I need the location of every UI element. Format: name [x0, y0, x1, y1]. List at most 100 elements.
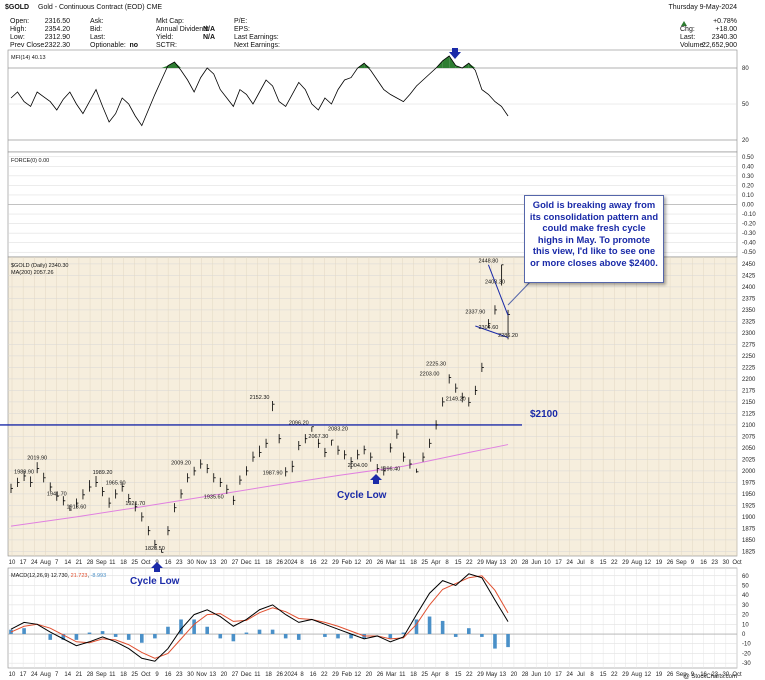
- macd-y-tick: -10: [742, 642, 751, 648]
- symbol-subtitle: Gold - Continuous Contract (EOD) CME: [38, 4, 162, 11]
- x-tick-label: 11: [399, 560, 406, 566]
- x-tick-label: 15: [600, 560, 607, 566]
- x-tick-label-bottom: 20: [221, 672, 228, 678]
- price-y-tick: 1825: [742, 549, 756, 555]
- quote-value-open: 2316.50: [45, 18, 70, 25]
- last-label: Last:: [680, 34, 695, 41]
- price-y-tick: 2350: [742, 308, 756, 314]
- macd-histogram-bar: [283, 634, 288, 639]
- x-tick-label: 29: [477, 560, 484, 566]
- x-tick-label: 20: [366, 560, 373, 566]
- x-tick-label: 29: [332, 560, 339, 566]
- mfi-series: [8, 55, 737, 141]
- force-y-tick: -0.10: [742, 212, 756, 218]
- x-tick-label-bottom: 26: [377, 672, 384, 678]
- x-tick-label-bottom: 14: [64, 672, 71, 678]
- price-y-tick: 2100: [742, 423, 756, 429]
- x-tick-label: Aug: [40, 560, 51, 566]
- quote-label-bid: Bid:: [90, 26, 102, 33]
- price-y-tick: 1975: [742, 480, 756, 486]
- x-tick-label: 26: [667, 560, 674, 566]
- cycle-low-label-1: Cycle Low: [337, 490, 387, 501]
- x-tick-label-bottom: Jul: [577, 672, 585, 678]
- x-tick-label: 8: [590, 560, 594, 566]
- macd-y-tick: -30: [742, 661, 751, 667]
- x-tick-label: 8: [445, 560, 449, 566]
- price-point-label: 1921.70: [125, 501, 145, 507]
- macd-label: MACD(12,26,9) 12.730, 21.723, -8.993: [11, 573, 106, 579]
- macd-signal-line: [10, 575, 509, 659]
- x-tick-label: 7: [55, 560, 59, 566]
- x-tick-label: 26: [276, 560, 283, 566]
- x-tick-label-bottom: 20: [366, 672, 373, 678]
- x-tick-label: 16: [700, 560, 707, 566]
- consolidation-upper-line: [487, 264, 509, 316]
- quote-value-prev-close: 2322.30: [45, 42, 70, 49]
- x-tick-label-bottom: Nov: [196, 672, 207, 678]
- x-tick-label-bottom: 29: [332, 672, 339, 678]
- cycle-low-label-2: Cycle Low: [130, 576, 180, 587]
- price-point-label: 1996.40: [380, 467, 400, 473]
- x-tick-label: 28: [87, 560, 94, 566]
- x-tick-label-bottom: 20: [511, 672, 518, 678]
- price-point-label: 2225.30: [426, 361, 446, 367]
- price-point-label: 1941.70: [47, 492, 67, 498]
- x-tick-label-bottom: 17: [555, 672, 562, 678]
- price-point-label: 2149.20: [446, 396, 466, 402]
- x-tick-label-bottom: 12: [354, 672, 361, 678]
- price-y-tick: 2450: [742, 262, 756, 268]
- x-tick-label: 15: [455, 560, 462, 566]
- macd-histogram-bar: [153, 634, 157, 639]
- macd-y-tick: -20: [742, 651, 751, 657]
- price-point-label: 2096.20: [289, 421, 309, 427]
- price-y-tick: 2200: [742, 377, 756, 383]
- macd-histogram-bar: [257, 629, 262, 635]
- price-y-tick: 2250: [742, 354, 756, 360]
- x-tick-label-bottom: 23: [176, 672, 183, 678]
- macd-histogram-bar: [87, 632, 92, 635]
- macd-signal-value: 21.723: [71, 573, 88, 579]
- x-tick-label: 13: [209, 560, 216, 566]
- x-tick-label: Jul: [577, 560, 585, 566]
- fund-label-dividend: Annual Dividend:: [156, 26, 209, 33]
- x-tick-label: 26: [377, 560, 384, 566]
- earn-label-next: Next Earnings:: [234, 42, 280, 49]
- mfi-label: MFI(14) 40.13: [11, 55, 46, 61]
- x-tick-label: Nov: [196, 560, 207, 566]
- macd-histogram-bar: [467, 628, 471, 635]
- x-tick-label-bottom: 26: [667, 672, 674, 678]
- x-tick-label-bottom: 15: [455, 672, 462, 678]
- macd-histogram-bar: [414, 619, 419, 635]
- price-point-label: 1989.90: [14, 470, 34, 476]
- force-y-tick: 0.10: [742, 193, 754, 199]
- x-tick-label: Oct: [141, 560, 151, 566]
- x-tick-label: 20: [221, 560, 228, 566]
- price-y-tick: 1875: [742, 526, 756, 532]
- x-tick-label-bottom: 27: [232, 672, 239, 678]
- x-tick-label-bottom: Apr: [431, 672, 440, 678]
- x-tick-label-bottom: 10: [9, 672, 16, 678]
- x-tick-label: 2024: [284, 560, 298, 566]
- price-point-label: 2337.90: [465, 309, 485, 315]
- x-tick-label-bottom: Sep: [96, 672, 107, 678]
- y-axis-ticks: 2050800.500.400.300.200.100.00-0.10-0.20…: [742, 66, 756, 667]
- symbol-title: $GOLD: [5, 4, 29, 11]
- macd-line: [10, 573, 509, 662]
- annotations: $2100 Cycle Low Cycle Low: [130, 48, 558, 587]
- x-tick-label-bottom: 22: [611, 672, 618, 678]
- chart-header: $GOLD Gold - Continuous Contract (EOD) C…: [5, 4, 737, 680]
- x-tick-label: 11: [109, 560, 116, 566]
- price-y-tick: 2275: [742, 342, 756, 348]
- x-tick-label-bottom: Dec: [241, 672, 252, 678]
- x-tick-label-bottom: 30: [187, 672, 194, 678]
- x-tick-label: 23: [176, 560, 183, 566]
- x-axis-ticks: 101017172424AugAug77141421212828SepSep11…: [9, 560, 742, 678]
- mfi-y-tick: 20: [742, 138, 749, 144]
- quote-label-ask: Ask:: [90, 18, 104, 25]
- macd-y-tick: 20: [742, 613, 749, 619]
- optionable-value: no: [129, 42, 138, 49]
- x-tick-label-bottom: 25: [421, 672, 428, 678]
- x-tick-label: 28: [522, 560, 529, 566]
- macd-histogram-bar: [480, 634, 484, 637]
- quote-value-high: 2354.20: [45, 26, 70, 33]
